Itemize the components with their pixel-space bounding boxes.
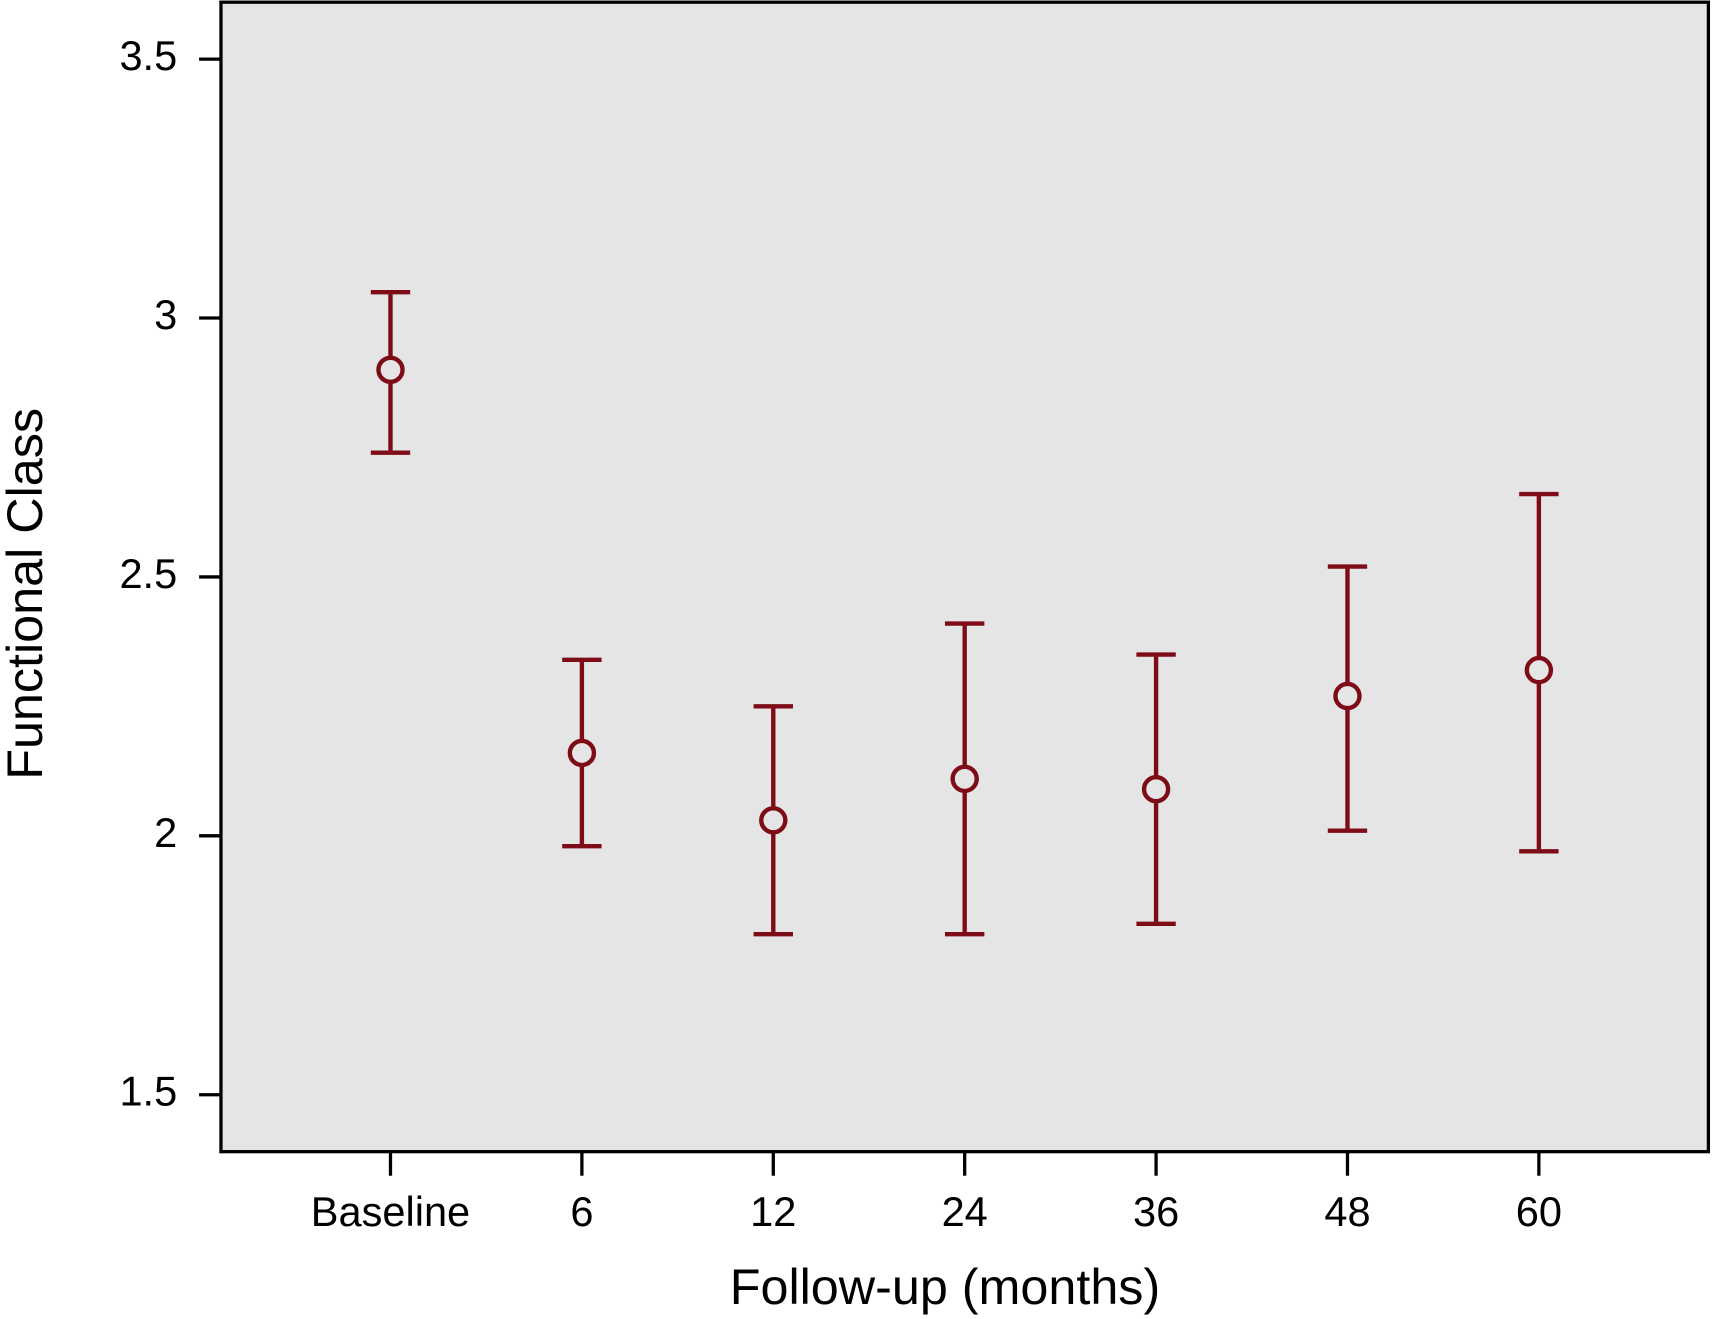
y-axis-title: Functional Class xyxy=(0,408,53,780)
y-tick-label: 2.5 xyxy=(119,550,177,597)
mean-point xyxy=(1524,655,1554,685)
y-tick-label: 3 xyxy=(154,291,177,338)
x-tick-label: 24 xyxy=(942,1188,988,1235)
x-tick-label: Baseline xyxy=(311,1188,470,1235)
mean-point xyxy=(567,738,597,768)
x-tick-label: 12 xyxy=(750,1188,796,1235)
mean-point xyxy=(1141,774,1171,804)
plot-area xyxy=(219,0,1711,1154)
y-tick-label: 2 xyxy=(154,809,177,856)
x-tick-label: 36 xyxy=(1133,1188,1179,1235)
y-tick-label: 3.5 xyxy=(119,32,177,79)
mean-point xyxy=(950,764,979,794)
mean-point xyxy=(1333,681,1362,711)
y-tick-label: 1.5 xyxy=(119,1068,177,1115)
x-tick-label: 6 xyxy=(570,1188,593,1235)
x-tick-label: 48 xyxy=(1324,1188,1370,1235)
x-tick-label: 60 xyxy=(1516,1188,1562,1235)
mean-point xyxy=(759,806,788,835)
mean-point xyxy=(376,355,405,385)
x-axis-title: Follow-up (months) xyxy=(730,1258,1160,1315)
